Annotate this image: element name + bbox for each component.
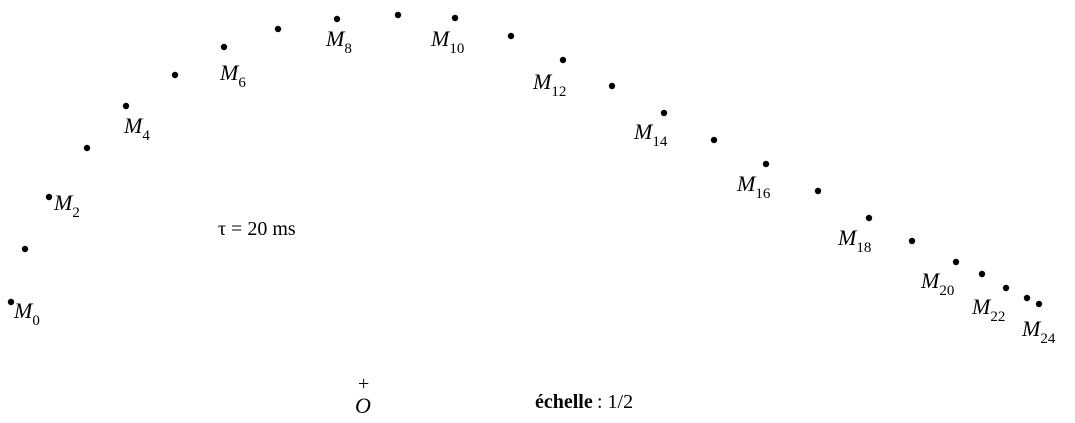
trajectory-point bbox=[978, 270, 986, 278]
scale-label: échelle bbox=[535, 391, 593, 413]
origin-mark: + bbox=[358, 373, 369, 395]
trajectory-point bbox=[1035, 300, 1043, 308]
trajectory-point bbox=[220, 43, 228, 51]
trajectory-point bbox=[171, 71, 179, 79]
trajectory-point bbox=[1023, 294, 1031, 302]
point-label: M16 bbox=[736, 171, 771, 202]
trajectory-point bbox=[394, 11, 402, 19]
point-label: M0 bbox=[13, 298, 40, 329]
trajectory-point bbox=[908, 237, 916, 245]
point-label: M10 bbox=[430, 26, 464, 57]
point-label: M22 bbox=[971, 294, 1005, 325]
point-label: M4 bbox=[123, 113, 150, 144]
trajectory-point bbox=[952, 258, 960, 266]
point-label: M8 bbox=[325, 26, 352, 57]
trajectory-point bbox=[83, 144, 91, 152]
trajectory-point bbox=[710, 136, 718, 144]
trajectory-point bbox=[333, 15, 341, 23]
scale-value: : 1/2 bbox=[597, 391, 633, 413]
trajectory-points bbox=[7, 11, 1043, 308]
point-label: M24 bbox=[1021, 316, 1056, 347]
trajectory-point bbox=[814, 187, 822, 195]
trajectory-point bbox=[274, 25, 282, 33]
point-label: M12 bbox=[532, 69, 566, 100]
point-label: M20 bbox=[920, 268, 954, 299]
time-interval-text: τ = 20 ms bbox=[218, 218, 296, 240]
point-label: M14 bbox=[633, 119, 668, 150]
trajectory-point bbox=[865, 214, 873, 222]
point-label: M6 bbox=[219, 60, 246, 91]
trajectory-point bbox=[1002, 284, 1010, 292]
point-label: M18 bbox=[837, 225, 871, 256]
trajectory-point bbox=[507, 32, 515, 40]
trajectory-point bbox=[608, 82, 616, 90]
trajectory-point bbox=[451, 14, 459, 22]
trajectory-point bbox=[7, 298, 15, 306]
trajectory-point bbox=[762, 160, 770, 168]
trajectory-point bbox=[122, 102, 130, 110]
point-label: M2 bbox=[53, 190, 80, 221]
trajectory-point bbox=[21, 245, 29, 253]
point-labels: M0 M2 M4 M6 M8 M10 M12 M14 M16 M18 M20 M22 M24 bbox=[13, 26, 1056, 347]
trajectory-point bbox=[559, 56, 567, 64]
origin-label: O bbox=[355, 393, 371, 418]
trajectory-point bbox=[45, 193, 53, 201]
trajectory-point bbox=[660, 109, 668, 117]
